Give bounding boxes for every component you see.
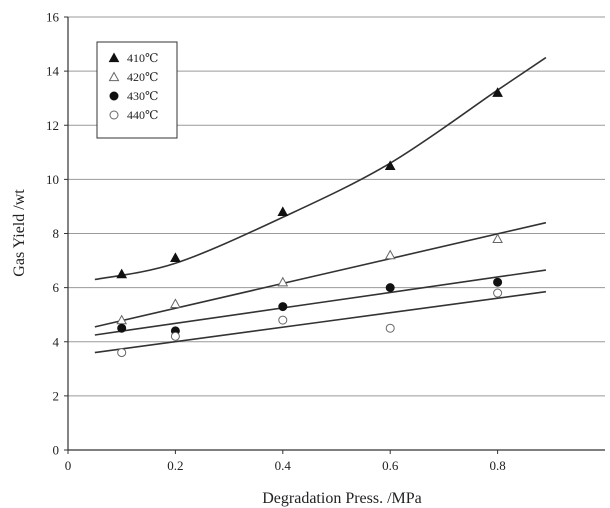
legend-label-0: 410℃ (127, 51, 158, 65)
legend-marker-1 (108, 71, 120, 82)
y-tick-label: 0 (53, 443, 60, 458)
x-axis-label: Degradation Press. /MPa (262, 490, 422, 507)
data-point-0-2 (277, 206, 289, 216)
data-point-1-4 (492, 233, 503, 244)
data-points (116, 87, 503, 358)
data-point-2-3 (385, 283, 395, 293)
legend-label-3: 440℃ (127, 108, 158, 122)
y-axis-label: Gas Yield /wt (11, 189, 28, 277)
data-point-0-1 (170, 252, 181, 262)
legend-marker-3 (109, 110, 119, 120)
x-tick-label: 0.2 (167, 458, 183, 473)
legend-label-1: 420℃ (127, 70, 158, 84)
data-point-3-2 (278, 315, 288, 325)
data-point-3-4 (493, 288, 503, 298)
tick-labels: 0 2 4 6 8 10 12 14 16 0 0.2 0.4 0.6 0.8 (46, 10, 506, 474)
data-point-0-0 (116, 268, 128, 279)
data-point-2-2 (278, 302, 288, 312)
y-tick-label: 14 (46, 64, 60, 79)
y-tick-label: 10 (46, 172, 59, 187)
data-point-2-0 (117, 323, 127, 333)
fit-line-2 (94, 269, 547, 336)
data-point-3-0 (117, 348, 127, 358)
legend-label-2: 430℃ (127, 89, 158, 103)
data-point-3-1 (170, 331, 180, 341)
axes (64, 16, 605, 454)
legend-marker-0 (108, 52, 120, 63)
data-point-0-4 (492, 87, 503, 97)
y-tick-label: 4 (53, 334, 60, 349)
x-tick-label: 0.6 (382, 458, 399, 473)
y-tick-label: 6 (53, 280, 60, 295)
data-point-1-3 (384, 249, 396, 260)
y-tick-label: 2 (53, 388, 60, 403)
legend: 410℃ 420℃ 430℃ 440℃ (96, 41, 178, 139)
legend-marker-2 (109, 91, 119, 101)
data-point-1-1 (170, 298, 181, 308)
data-point-0-3 (384, 160, 396, 170)
fit-line-1 (94, 221, 547, 328)
legend-box (96, 41, 178, 139)
data-point-1-2 (277, 276, 289, 287)
x-tick-label: 0.4 (275, 458, 292, 473)
y-tick-label: 12 (46, 118, 59, 133)
data-point-3-3 (385, 323, 395, 333)
x-tick-label: 0 (65, 458, 72, 473)
fit-line-3 (94, 290, 547, 354)
x-tick-label: 0.8 (489, 458, 505, 473)
y-tick-label: 8 (53, 226, 60, 241)
data-point-1-0 (116, 314, 128, 325)
y-tick-label: 16 (46, 10, 60, 25)
data-point-2-4 (493, 277, 503, 287)
